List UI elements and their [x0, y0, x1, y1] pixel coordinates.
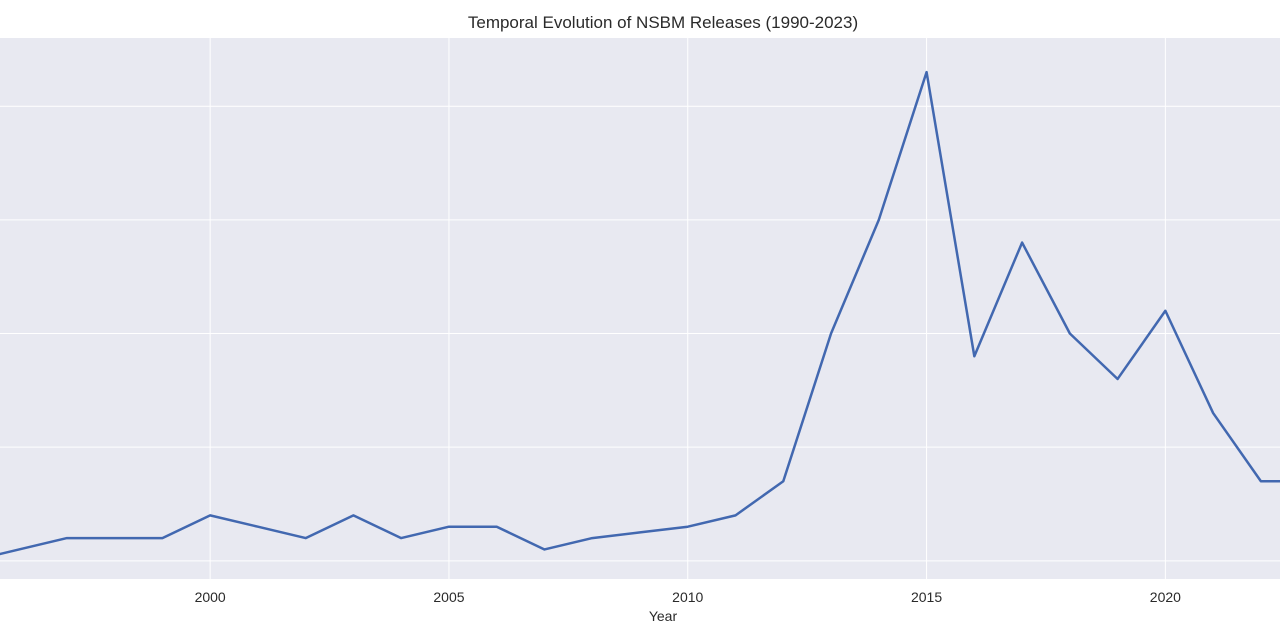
- x-tick-label: 2010: [672, 589, 703, 605]
- y-gridlines: [0, 105, 1280, 562]
- x-tick-label: 2000: [195, 589, 226, 605]
- chart-title: Temporal Evolution of NSBM Releases (199…: [468, 13, 858, 32]
- plot-area: [0, 38, 1280, 579]
- x-tick-label: 2005: [433, 589, 464, 605]
- x-tick-label: 2015: [911, 589, 942, 605]
- x-tick-labels: 2000 2005 2010 2015 2020: [195, 589, 1182, 605]
- x-axis-label: Year: [649, 608, 678, 624]
- series-line: [0, 70, 1280, 556]
- x-tick-label: 2020: [1150, 589, 1181, 605]
- x-gridlines: [209, 38, 1166, 579]
